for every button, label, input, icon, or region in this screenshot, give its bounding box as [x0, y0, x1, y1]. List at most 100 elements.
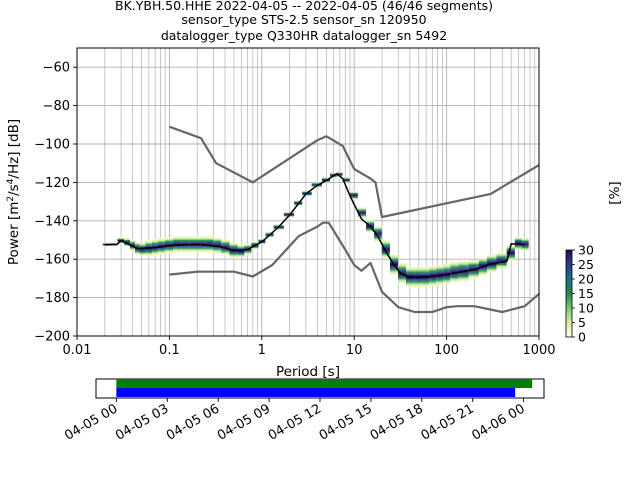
heatmap-cell	[129, 249, 135, 251]
heatmap-cell	[145, 240, 152, 242]
heatmap-cell	[173, 238, 182, 240]
heatmap-cell	[221, 254, 230, 256]
heatmap-cell	[450, 268, 459, 270]
heatmap-cell	[429, 269, 437, 271]
heatmap-cell	[124, 245, 130, 247]
heatmap-cell	[487, 258, 497, 260]
heatmap-cell	[458, 264, 469, 266]
heatmap-cell	[164, 239, 174, 241]
heatmap-cell	[197, 240, 206, 242]
heatmap-cell	[381, 246, 390, 248]
y-tick-label: −80	[43, 99, 70, 114]
heatmap-cell	[398, 276, 406, 278]
heatmap-cell	[124, 238, 130, 240]
y-axis-ticks: −60 −80 −100 −120 −140 −160 −180 −200	[34, 61, 77, 345]
heatmap-cell	[302, 194, 312, 196]
heatmap-cell	[134, 253, 140, 255]
heatmap-cell	[381, 256, 390, 258]
coverage-tick-label: 04-06 00	[470, 401, 528, 443]
heatmap-cell	[365, 231, 375, 233]
heatmap-cell	[521, 244, 529, 246]
heatmap-cell	[173, 239, 182, 241]
heatmap-cell	[506, 258, 515, 260]
heatmap-cell	[229, 252, 238, 254]
heatmap-cell	[374, 229, 382, 231]
heatmap-cell	[422, 274, 430, 276]
heatmap-cell	[251, 243, 259, 245]
heatmap-cell	[496, 264, 507, 265]
heatmap-cell	[405, 278, 415, 280]
heatmap-cell	[506, 260, 515, 262]
heatmap-cell	[521, 248, 529, 250]
heatmap-cell	[514, 245, 522, 247]
heatmap-cell	[468, 261, 479, 263]
heatmap-cell	[251, 248, 259, 250]
heatmap-cell	[365, 219, 375, 221]
heatmap-cell	[478, 258, 488, 260]
heatmap-cell	[237, 251, 245, 253]
heatmap-cell	[487, 266, 497, 268]
heatmap-cell	[221, 251, 230, 253]
heatmap-cell	[429, 284, 437, 286]
heatmap-cell	[164, 243, 174, 245]
heatmap-cell	[189, 237, 198, 239]
heatmap-cell	[458, 277, 469, 279]
title-line-2: sensor_type STS-2.5 sensor_sn 120950	[181, 12, 426, 27]
heatmap-cell	[181, 245, 190, 247]
heatmap-cell	[450, 267, 459, 269]
heatmap-cell	[414, 271, 423, 273]
heatmap-cell	[189, 240, 198, 242]
heatmap-cell	[145, 249, 152, 251]
heatmap-cell	[443, 266, 451, 268]
heatmap-cell	[213, 248, 222, 250]
heatmap-cell	[342, 180, 350, 182]
heatmap-cell	[365, 224, 375, 226]
heatmap-cell	[398, 275, 406, 277]
heatmap-cell	[389, 261, 399, 263]
heatmap-cell	[244, 244, 252, 246]
heatmap-cell	[496, 259, 507, 261]
heatmap-cell	[151, 242, 158, 244]
heatmap-cell	[244, 246, 252, 248]
heatmap-cell	[414, 275, 423, 277]
heatmap-cell	[458, 267, 469, 269]
heatmap-cell	[164, 240, 174, 241]
heatmap-cell	[134, 249, 140, 251]
heatmap-cell	[398, 282, 406, 284]
heatmap-cell	[374, 240, 382, 242]
heatmap-cell	[189, 247, 198, 249]
heatmap-cell	[478, 273, 488, 275]
heatmap-cell	[205, 250, 214, 252]
heatmap-cell	[164, 249, 174, 251]
heatmap-cell	[381, 241, 390, 243]
heatmap-cell	[458, 274, 469, 276]
heatmap-cell	[221, 253, 230, 255]
heatmap-cell	[205, 241, 214, 243]
heatmap-cell	[374, 239, 382, 241]
heatmap-cell	[374, 226, 382, 228]
heatmap-cell	[429, 274, 437, 276]
heatmap-cell	[381, 254, 390, 256]
heatmap-cell	[436, 282, 444, 284]
heatmap-cell	[422, 281, 430, 283]
heatmap-cell	[429, 266, 437, 268]
heatmap-cell	[302, 191, 312, 193]
heatmap-cell	[398, 267, 406, 269]
heatmap-cell	[258, 240, 266, 241]
heatmap-cell	[436, 273, 444, 275]
heatmap-cell	[405, 266, 415, 268]
heatmap-cell	[181, 240, 190, 242]
heatmap-cell	[109, 242, 118, 244]
heatmap-cell	[134, 250, 140, 252]
curve-3	[104, 173, 525, 279]
heatmap-cell	[205, 243, 214, 245]
heatmap-cell	[357, 210, 366, 212]
heatmap-cell	[514, 246, 522, 248]
heatmap-cell	[487, 262, 497, 264]
heatmap-cell	[189, 248, 198, 250]
coverage-tick-label: 04-05 03	[113, 401, 171, 443]
colorbar-tick-label: 0	[578, 330, 586, 345]
heatmap-cell	[429, 270, 437, 272]
